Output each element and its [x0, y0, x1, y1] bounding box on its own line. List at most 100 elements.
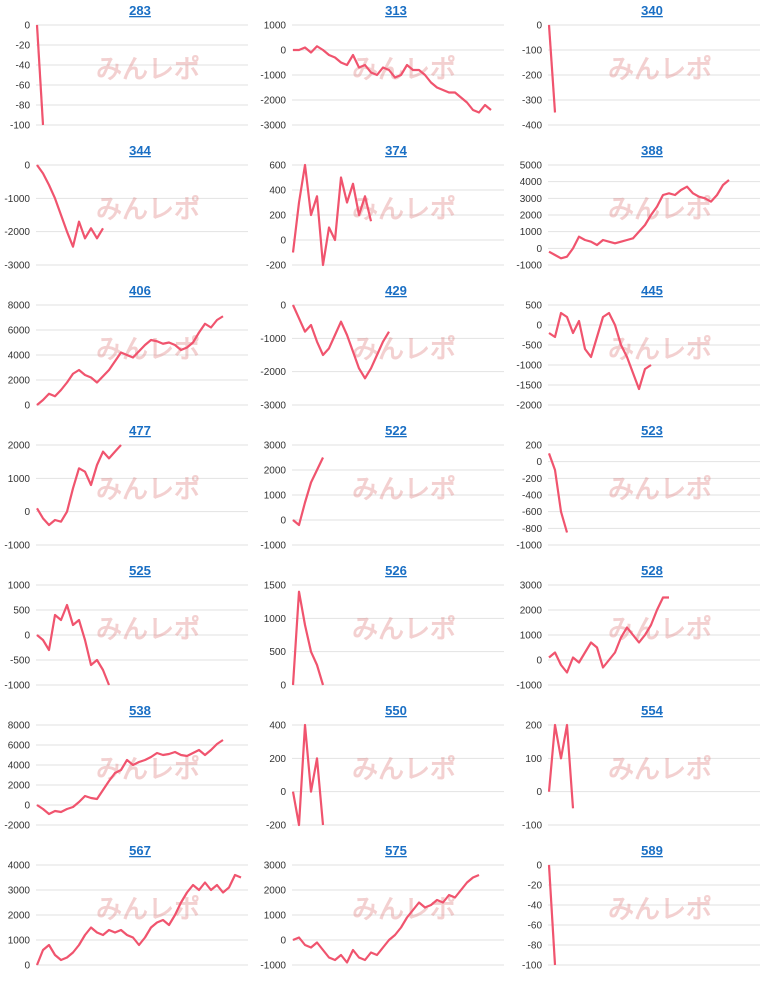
- y-tick-label: 0: [536, 321, 542, 332]
- y-tick-label: 1000: [264, 911, 287, 922]
- y-tick-label: -200: [522, 71, 542, 82]
- y-tick-label: -2000: [4, 821, 30, 832]
- watermark: みんレポ: [608, 894, 712, 925]
- watermark: みんレポ: [96, 474, 200, 505]
- chart-title[interactable]: 550: [385, 703, 407, 718]
- y-tick-label: 1000: [264, 491, 287, 502]
- y-tick-label: 0: [536, 244, 542, 255]
- y-tick-label: 0: [536, 861, 542, 872]
- y-tick-label: -80: [16, 101, 31, 112]
- data-line: [36, 603, 111, 686]
- chart-title[interactable]: 283: [129, 3, 151, 18]
- y-tick-label: 0: [280, 787, 286, 798]
- y-tick-label: 0: [280, 936, 286, 947]
- y-tick-label: 4000: [520, 177, 543, 188]
- y-tick-label: -1000: [260, 71, 286, 82]
- data-line: [292, 457, 324, 527]
- watermark: みんレポ: [352, 194, 456, 225]
- y-tick-label: -800: [522, 524, 542, 535]
- y-tick-label: 1000: [8, 581, 31, 592]
- y-tick-label: -300: [522, 96, 542, 107]
- y-tick-label: -3000: [260, 121, 286, 132]
- data-line: [291, 723, 325, 827]
- y-tick-label: -100: [522, 961, 542, 972]
- chart-title[interactable]: 575: [385, 843, 407, 858]
- y-tick-label: 3000: [264, 861, 287, 872]
- chart-title[interactable]: 538: [129, 703, 151, 718]
- chart-title[interactable]: 525: [129, 563, 151, 578]
- data-line: [36, 444, 122, 527]
- y-tick-label: 0: [24, 401, 30, 412]
- y-tick-label: 0: [24, 21, 30, 32]
- y-tick-label: -1000: [516, 541, 542, 552]
- data-line: [36, 739, 224, 816]
- y-tick-label: -80: [528, 941, 543, 952]
- y-tick-label: 4000: [8, 761, 31, 772]
- data-line: [547, 452, 569, 533]
- y-tick-label: -40: [16, 61, 31, 72]
- watermark: みんレポ: [96, 54, 200, 85]
- y-tick-label: 100: [525, 754, 542, 765]
- y-tick-label: -1000: [260, 334, 286, 345]
- data-line: [36, 164, 104, 248]
- y-tick-label: 200: [269, 754, 286, 765]
- chart-title[interactable]: 567: [129, 843, 151, 858]
- y-tick-label: 4000: [8, 861, 31, 872]
- chart-title[interactable]: 523: [641, 423, 663, 438]
- y-tick-label: -1000: [516, 261, 542, 272]
- y-tick-label: -3000: [260, 401, 286, 412]
- y-tick-label: 0: [24, 507, 30, 518]
- y-tick-label: 1000: [8, 474, 31, 485]
- chart-title[interactable]: 344: [129, 143, 151, 158]
- data-line: [547, 24, 557, 113]
- y-tick-label: 1000: [8, 936, 31, 947]
- y-tick-label: -2000: [260, 367, 286, 378]
- y-tick-label: 2000: [520, 606, 543, 617]
- data-line: [291, 590, 325, 686]
- chart-title[interactable]: 406: [129, 283, 151, 298]
- data-line: [548, 596, 669, 674]
- y-tick-label: 600: [269, 161, 286, 172]
- y-tick-label: 8000: [8, 721, 31, 732]
- chart-title[interactable]: 477: [129, 423, 151, 438]
- watermark: みんレポ: [352, 334, 456, 365]
- y-tick-label: -60: [16, 81, 31, 92]
- y-tick-label: -60: [528, 921, 543, 932]
- y-tick-label: 3000: [8, 886, 31, 897]
- chart-title[interactable]: 522: [385, 423, 407, 438]
- y-tick-label: 3000: [264, 441, 287, 452]
- y-tick-label: 500: [13, 606, 30, 617]
- y-tick-label: -20: [528, 881, 543, 892]
- y-tick-label: 2000: [520, 211, 543, 222]
- y-tick-label: -500: [522, 341, 542, 352]
- data-line: [548, 179, 730, 260]
- chart-title[interactable]: 445: [641, 283, 663, 298]
- y-tick-label: 0: [280, 681, 286, 692]
- chart-title[interactable]: 388: [641, 143, 663, 158]
- chart-title[interactable]: 554: [641, 703, 663, 718]
- chart-title[interactable]: 340: [641, 3, 663, 18]
- chart-title[interactable]: 313: [385, 3, 407, 18]
- y-tick-label: 4000: [8, 351, 31, 362]
- y-tick-label: 0: [280, 236, 286, 247]
- watermark: みんレポ: [96, 614, 200, 645]
- watermark: みんレポ: [352, 894, 456, 925]
- y-tick-label: -200: [266, 261, 286, 272]
- y-tick-label: -2000: [4, 227, 30, 238]
- y-tick-label: 500: [525, 301, 542, 312]
- chart-title[interactable]: 589: [641, 843, 663, 858]
- y-tick-label: -400: [522, 491, 542, 502]
- chart-title[interactable]: 374: [385, 143, 407, 158]
- data-line: [547, 723, 575, 809]
- chart-title[interactable]: 429: [385, 283, 407, 298]
- chart-title[interactable]: 528: [641, 563, 663, 578]
- y-tick-label: 0: [24, 801, 30, 812]
- y-tick-label: 2000: [264, 886, 287, 897]
- y-tick-label: 500: [269, 647, 286, 658]
- y-tick-label: -200: [522, 474, 542, 485]
- y-tick-label: 1000: [520, 631, 543, 642]
- y-tick-label: -100: [522, 46, 542, 57]
- chart-title[interactable]: 526: [385, 563, 407, 578]
- y-tick-label: 0: [24, 631, 30, 642]
